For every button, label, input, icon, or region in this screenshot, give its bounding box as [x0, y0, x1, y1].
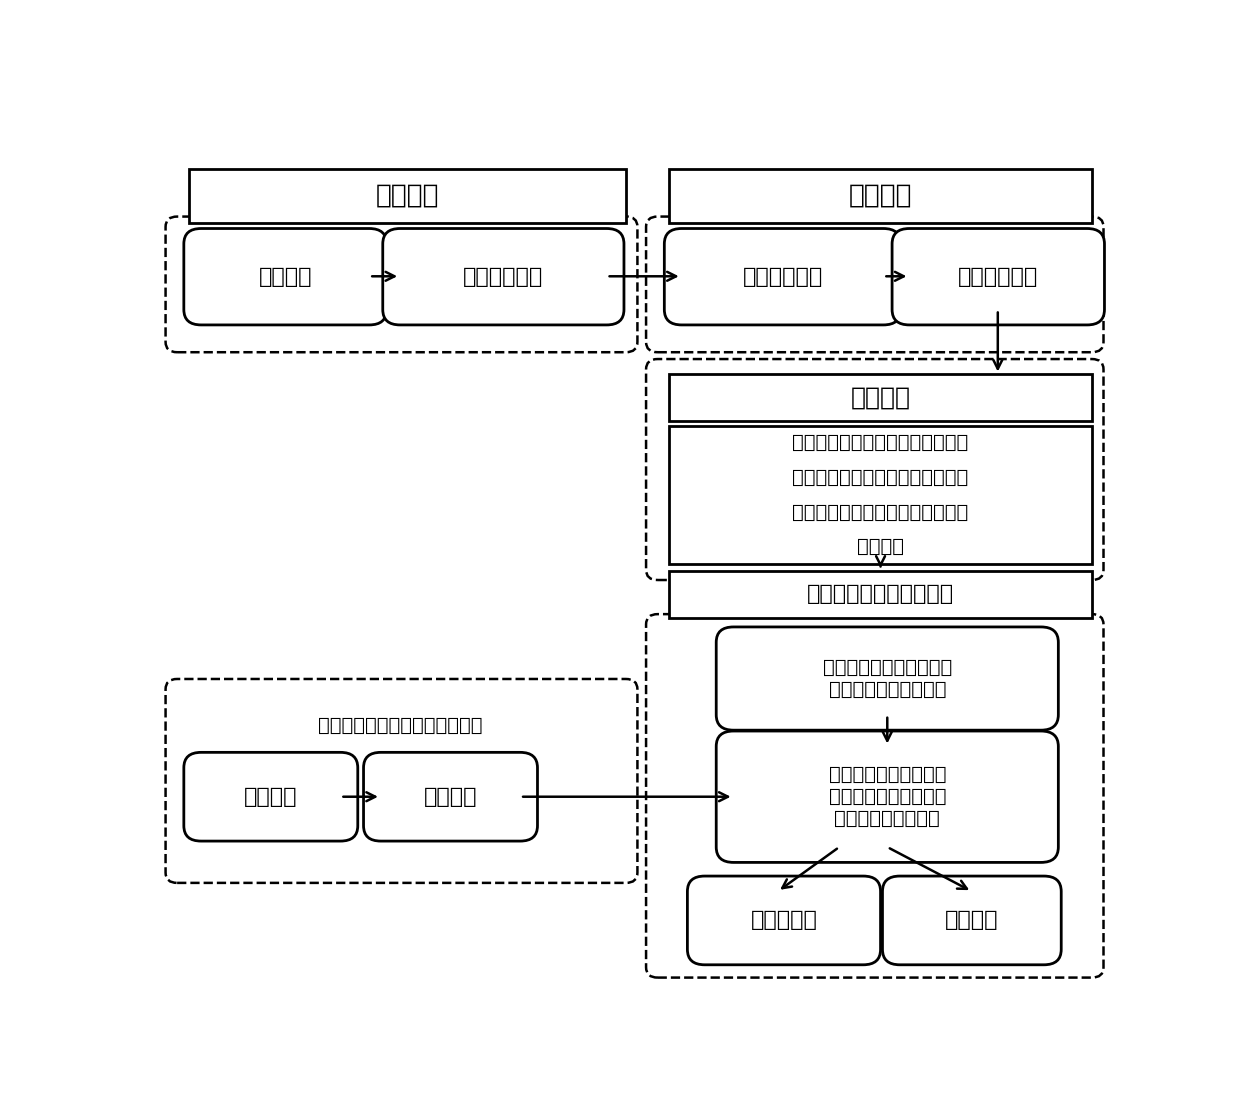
Text: 胆管细胞癌: 胆管细胞癌	[750, 911, 817, 931]
Text: 数字矩阵: 数字矩阵	[424, 787, 477, 807]
FancyBboxPatch shape	[892, 228, 1105, 325]
FancyBboxPatch shape	[687, 876, 880, 965]
FancyBboxPatch shape	[717, 731, 1058, 862]
FancyBboxPatch shape	[383, 228, 624, 325]
Text: 专家标注: 专家标注	[849, 183, 913, 208]
Text: 根据生理指标信息进行特征强化: 根据生理指标信息进行特征强化	[317, 717, 482, 736]
FancyBboxPatch shape	[883, 876, 1061, 965]
Text: 兴趣区域: 兴趣区域	[857, 537, 904, 556]
FancyBboxPatch shape	[363, 752, 537, 841]
Text: 将网络的全连接层与生
理指标转换过来的数字
矩阵联结后进行训练: 将网络的全连接层与生 理指标转换过来的数字 矩阵联结后进行训练	[828, 766, 946, 828]
FancyBboxPatch shape	[184, 228, 387, 325]
FancyBboxPatch shape	[665, 228, 900, 325]
Text: 影像信息: 影像信息	[258, 267, 312, 287]
Text: 织从整体影像中分割出来，作为感: 织从整体影像中分割出来，作为感	[792, 502, 968, 522]
FancyBboxPatch shape	[670, 571, 1092, 617]
Text: 使用全卷积神经网络模型分割肝脏: 使用全卷积神经网络模型分割肝脏	[792, 433, 968, 452]
FancyBboxPatch shape	[670, 425, 1092, 564]
Text: 肝癌识别模型构建及优化: 肝癌识别模型构建及优化	[807, 584, 954, 604]
Text: 生理指标: 生理指标	[244, 787, 298, 807]
Text: 构建卷积神经网络捕捉肝
癌在影像学上特征表现: 构建卷积神经网络捕捉肝 癌在影像学上特征表现	[822, 658, 952, 699]
Text: 肝细胞癌: 肝细胞癌	[945, 911, 998, 931]
Text: 肝脏区域标注: 肝脏区域标注	[743, 267, 822, 287]
Text: 使用一个全卷积神经网络将肝脏组: 使用一个全卷积神经网络将肝脏组	[792, 468, 968, 486]
FancyBboxPatch shape	[188, 168, 626, 223]
Text: 肝癌类型标注: 肝癌类型标注	[959, 267, 1038, 287]
FancyBboxPatch shape	[184, 752, 358, 841]
FancyBboxPatch shape	[670, 168, 1092, 223]
Text: 生理指标信息: 生理指标信息	[464, 267, 543, 287]
Text: 肝脏分割: 肝脏分割	[851, 386, 910, 410]
Text: 数据采集: 数据采集	[376, 183, 439, 208]
FancyBboxPatch shape	[670, 375, 1092, 421]
FancyBboxPatch shape	[717, 627, 1058, 730]
